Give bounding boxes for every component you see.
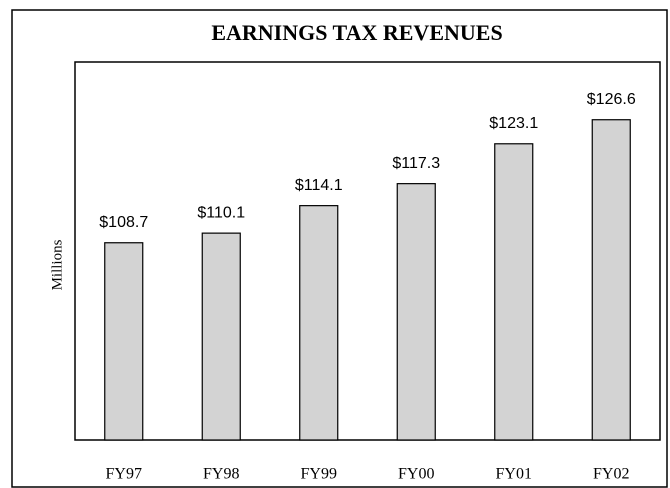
bar [494, 143, 534, 441]
bar [299, 205, 339, 441]
data-label: $108.7 [99, 214, 148, 231]
x-tick-label: FY98 [203, 466, 239, 483]
chart-title: EARNINGS TAX REVENUES [211, 20, 502, 45]
data-label: $114.1 [295, 177, 343, 194]
x-tick-label: FY99 [301, 466, 337, 483]
bar [591, 119, 631, 441]
data-label: $126.6 [587, 91, 636, 108]
x-tick-label: FY01 [496, 466, 532, 483]
bar [104, 242, 144, 441]
data-label: $123.1 [489, 115, 538, 132]
data-label: $117.3 [392, 155, 440, 172]
x-tick-label: FY00 [398, 466, 434, 483]
plot-frame [74, 61, 661, 441]
outer-frame [11, 9, 668, 488]
x-tick-label: FY02 [593, 466, 629, 483]
data-label: $110.1 [197, 204, 245, 221]
x-tick-label: FY97 [106, 466, 142, 483]
bar [396, 183, 436, 441]
bar [201, 232, 241, 441]
y-axis-label: Millions [49, 239, 65, 290]
